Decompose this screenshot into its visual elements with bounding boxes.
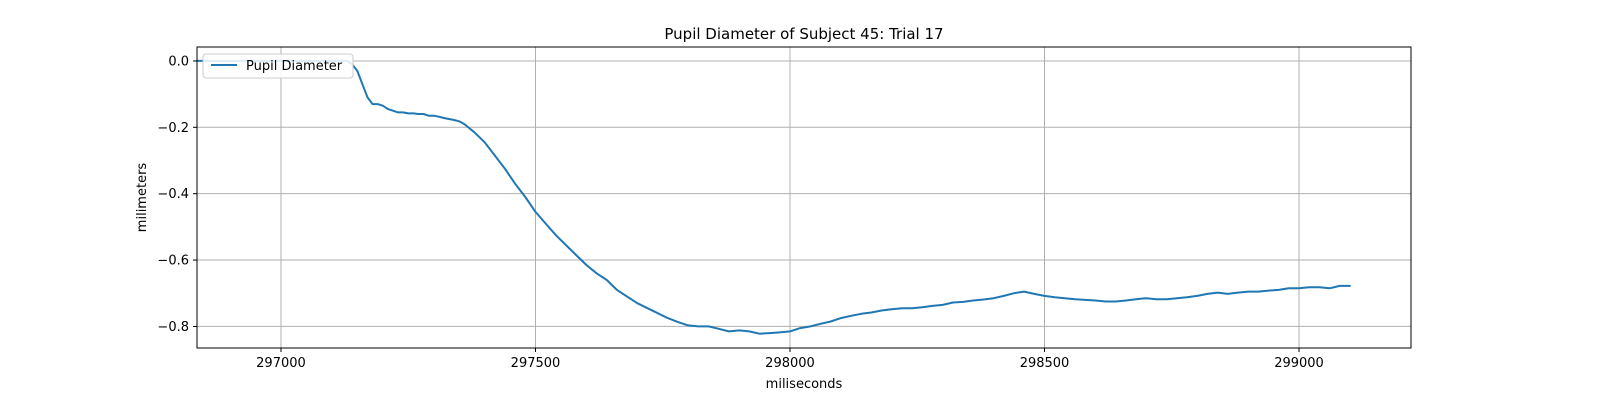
chart-title: Pupil Diameter of Subject 45: Trial 17	[664, 25, 943, 43]
y-tick-label: −0.6	[157, 254, 189, 269]
x-axis-label: miliseconds	[766, 377, 843, 392]
x-tick-label: 298000	[765, 356, 815, 371]
axis-ticks: 297000 297500 298000 298500 299000 0.0 −0.2 −0.…	[157, 54, 1323, 371]
x-tick-label: 298500	[1020, 356, 1070, 371]
y-tick-label: 0.0	[168, 54, 189, 69]
y-tick-label: −0.8	[157, 320, 189, 335]
y-tick-label: −0.4	[157, 187, 189, 202]
x-tick-label: 299000	[1274, 356, 1324, 371]
x-tick-label: 297500	[511, 356, 561, 371]
x-tick-label: 297000	[256, 356, 306, 371]
series-line-pupil-diameter	[196, 59, 1351, 335]
grid	[197, 47, 1411, 348]
legend: Pupil Diameter	[202, 53, 354, 79]
plot-frame	[196, 46, 1412, 349]
y-tick-label: −0.2	[157, 121, 189, 136]
legend-label-pupil-diameter: Pupil Diameter	[246, 59, 343, 74]
y-axis-label: milimeters	[135, 163, 150, 233]
legend-box	[202, 53, 354, 79]
